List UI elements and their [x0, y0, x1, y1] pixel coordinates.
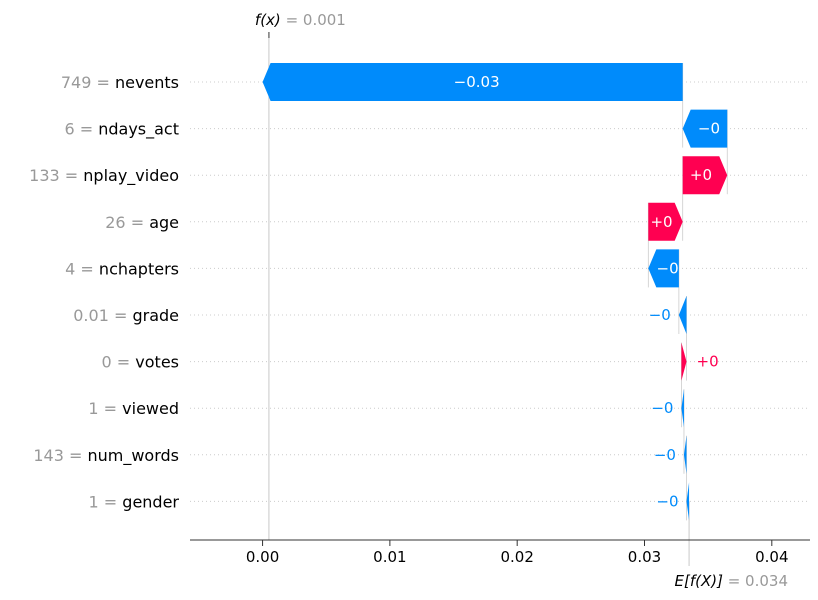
feature-name: num_words [87, 446, 179, 466]
shap-bar-nchapters [648, 249, 679, 288]
equals-sign: = [109, 306, 133, 325]
shap-bar-gender [686, 482, 690, 521]
feature-label: 1 = viewed [88, 399, 179, 418]
feature-label: 26 = age [105, 213, 179, 232]
equals-sign: = [60, 166, 84, 185]
equals-sign: = [99, 492, 123, 511]
feature-value: 133 [29, 166, 60, 185]
equals-sign: = [126, 213, 150, 232]
bar-value-label: +0 [650, 213, 672, 231]
feature-name: gender [122, 492, 179, 511]
feature-value: 143 [33, 446, 64, 465]
feature-value: 6 [64, 120, 74, 139]
shap-bar-ndays_act [682, 109, 728, 148]
contribution-bars: −0.03 −0 +0 +0 −0 −0 +0 −0 −0 −0 [262, 63, 728, 521]
feature-value: 0 [102, 353, 112, 372]
equals-sign: = [723, 572, 745, 590]
x-tick-label: 0.01 [373, 548, 406, 566]
shap-bar-votes [681, 342, 687, 381]
bar-value-label: −0 [656, 492, 678, 510]
expected-value: 0.034 [745, 572, 788, 590]
feature-name: nchapters [99, 259, 179, 278]
shap-bar-viewed [681, 389, 684, 428]
equals-sign: = [281, 11, 303, 29]
feature-name: votes [135, 353, 179, 372]
feature-value: 1 [89, 492, 99, 511]
feature-label: 133 = nplay_video [29, 166, 179, 186]
feature-value: 4 [65, 259, 75, 278]
annotations: f(x) = 0.001 E[f(X)] = 0.034 [255, 11, 788, 590]
x-tick-label: 0.04 [755, 548, 788, 566]
feature-name: ndays_act [98, 120, 179, 140]
feature-labels: 749 = nevents 6 = ndays_act 133 = nplay_vi… [29, 73, 179, 511]
feature-label: 0.01 = grade [73, 306, 179, 325]
feature-label: 6 = ndays_act [64, 120, 179, 140]
x-axis: 0.00 0.01 0.02 0.03 0.04 [190, 539, 810, 566]
fx-label: f(x) [255, 11, 281, 29]
shap-bar-grade [678, 296, 687, 334]
bar-value-label: −0 [657, 259, 679, 277]
equals-sign: = [112, 353, 136, 372]
feature-value: 749 [61, 73, 92, 92]
reference-lines [268, 36, 728, 566]
bar-value-label: −0 [654, 446, 676, 464]
bar-value-label: +0 [690, 166, 712, 184]
bar-value-label: −0 [698, 120, 720, 138]
equals-sign: = [75, 120, 99, 139]
feature-label: 1 = gender [89, 492, 180, 511]
feature-name: nevents [115, 73, 179, 92]
bar-value-label: +0 [697, 353, 719, 371]
bar-value-label: −0 [651, 399, 673, 417]
feature-name: viewed [122, 399, 179, 418]
feature-value: 0.01 [73, 306, 109, 325]
x-tick-label: 0.02 [500, 548, 533, 566]
feature-label: 143 = num_words [33, 446, 179, 466]
shap-bar-nplay_video [682, 156, 728, 195]
shap-bar-age [648, 202, 683, 241]
feature-name: age [149, 213, 179, 232]
feature-name: nplay_video [83, 166, 179, 186]
fx-value: 0.001 [303, 11, 346, 29]
equals-sign: = [99, 399, 123, 418]
expected-value-annotation: E[f(X)] = 0.034 [674, 572, 788, 590]
feature-name: grade [132, 306, 179, 325]
fx-annotation: f(x) = 0.001 [255, 11, 346, 29]
equals-sign: = [75, 259, 99, 278]
x-tick-label: 0.00 [246, 548, 279, 566]
feature-value: 1 [88, 399, 98, 418]
equals-sign: = [91, 73, 115, 92]
feature-label: 4 = nchapters [65, 259, 179, 278]
equals-sign: = [64, 446, 88, 465]
feature-label: 0 = votes [102, 353, 179, 372]
x-tick-label: 0.03 [628, 548, 661, 566]
shap-bar-num_words [683, 435, 687, 474]
bar-value-label: −0 [649, 306, 671, 324]
bar-value-label: −0.03 [454, 73, 500, 91]
feature-label: 749 = nevents [61, 73, 179, 92]
shap-bar-nevents [262, 63, 683, 101]
expected-value-label: E[f(X)] [674, 572, 723, 590]
feature-value: 26 [105, 213, 125, 232]
